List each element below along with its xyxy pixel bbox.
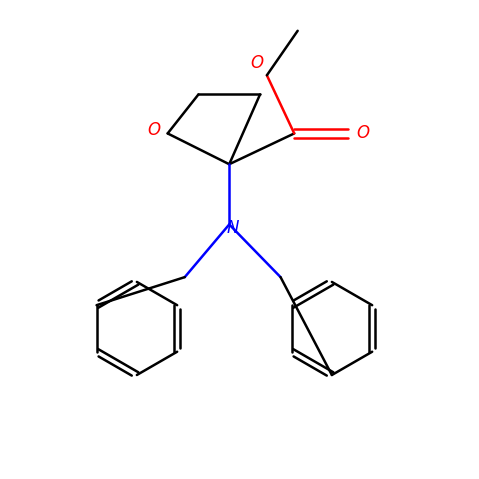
- Text: O: O: [148, 121, 160, 139]
- Text: N: N: [227, 219, 239, 237]
- Text: O: O: [356, 125, 369, 142]
- Text: O: O: [250, 54, 263, 72]
